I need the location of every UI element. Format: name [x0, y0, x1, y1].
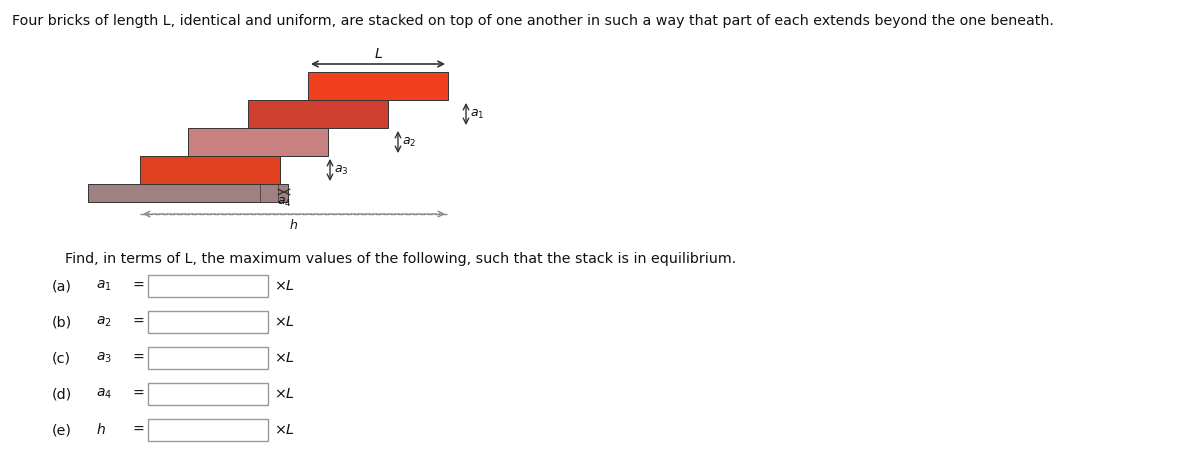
Text: =: = [132, 279, 144, 293]
Text: $h$: $h$ [289, 218, 299, 232]
Text: (c): (c) [52, 351, 71, 365]
Bar [88, 184, 288, 202]
Text: $a_3$: $a_3$ [334, 163, 348, 177]
Text: $h$: $h$ [96, 423, 106, 438]
Text: $a_4$: $a_4$ [96, 387, 112, 401]
Text: $L$: $L$ [373, 47, 383, 61]
Bar [148, 311, 268, 333]
Bar [148, 419, 268, 441]
Text: =: = [132, 423, 144, 437]
Text: (a): (a) [52, 279, 72, 293]
Bar [308, 72, 448, 100]
Bar [260, 156, 278, 202]
Text: =: = [132, 387, 144, 401]
Bar [148, 383, 268, 405]
Bar [248, 100, 388, 128]
Text: $a_2$: $a_2$ [96, 315, 112, 329]
Text: =: = [132, 315, 144, 329]
Text: $a_2$: $a_2$ [402, 135, 416, 149]
Text: $\times L$: $\times L$ [274, 315, 295, 329]
Text: $\times L$: $\times L$ [274, 279, 295, 293]
Text: $a_1$: $a_1$ [96, 279, 112, 293]
Text: (d): (d) [52, 387, 72, 401]
Text: $a_3$: $a_3$ [96, 351, 112, 365]
Text: $\times L$: $\times L$ [274, 423, 295, 437]
Bar [148, 275, 268, 297]
Bar [140, 156, 280, 184]
Bar [148, 347, 268, 369]
Text: $a_4$: $a_4$ [277, 196, 292, 209]
Text: $\times L$: $\times L$ [274, 387, 295, 401]
Text: $a_1$: $a_1$ [470, 107, 485, 120]
Text: Find, in terms of L, the maximum values of the following, such that the stack is: Find, in terms of L, the maximum values … [65, 252, 737, 266]
Text: =: = [132, 351, 144, 365]
Bar [188, 128, 328, 156]
Text: (e): (e) [52, 423, 72, 437]
Text: Four bricks of length L, identical and uniform, are stacked on top of one anothe: Four bricks of length L, identical and u… [12, 14, 1054, 28]
Text: $\times L$: $\times L$ [274, 351, 295, 365]
Text: (b): (b) [52, 315, 72, 329]
